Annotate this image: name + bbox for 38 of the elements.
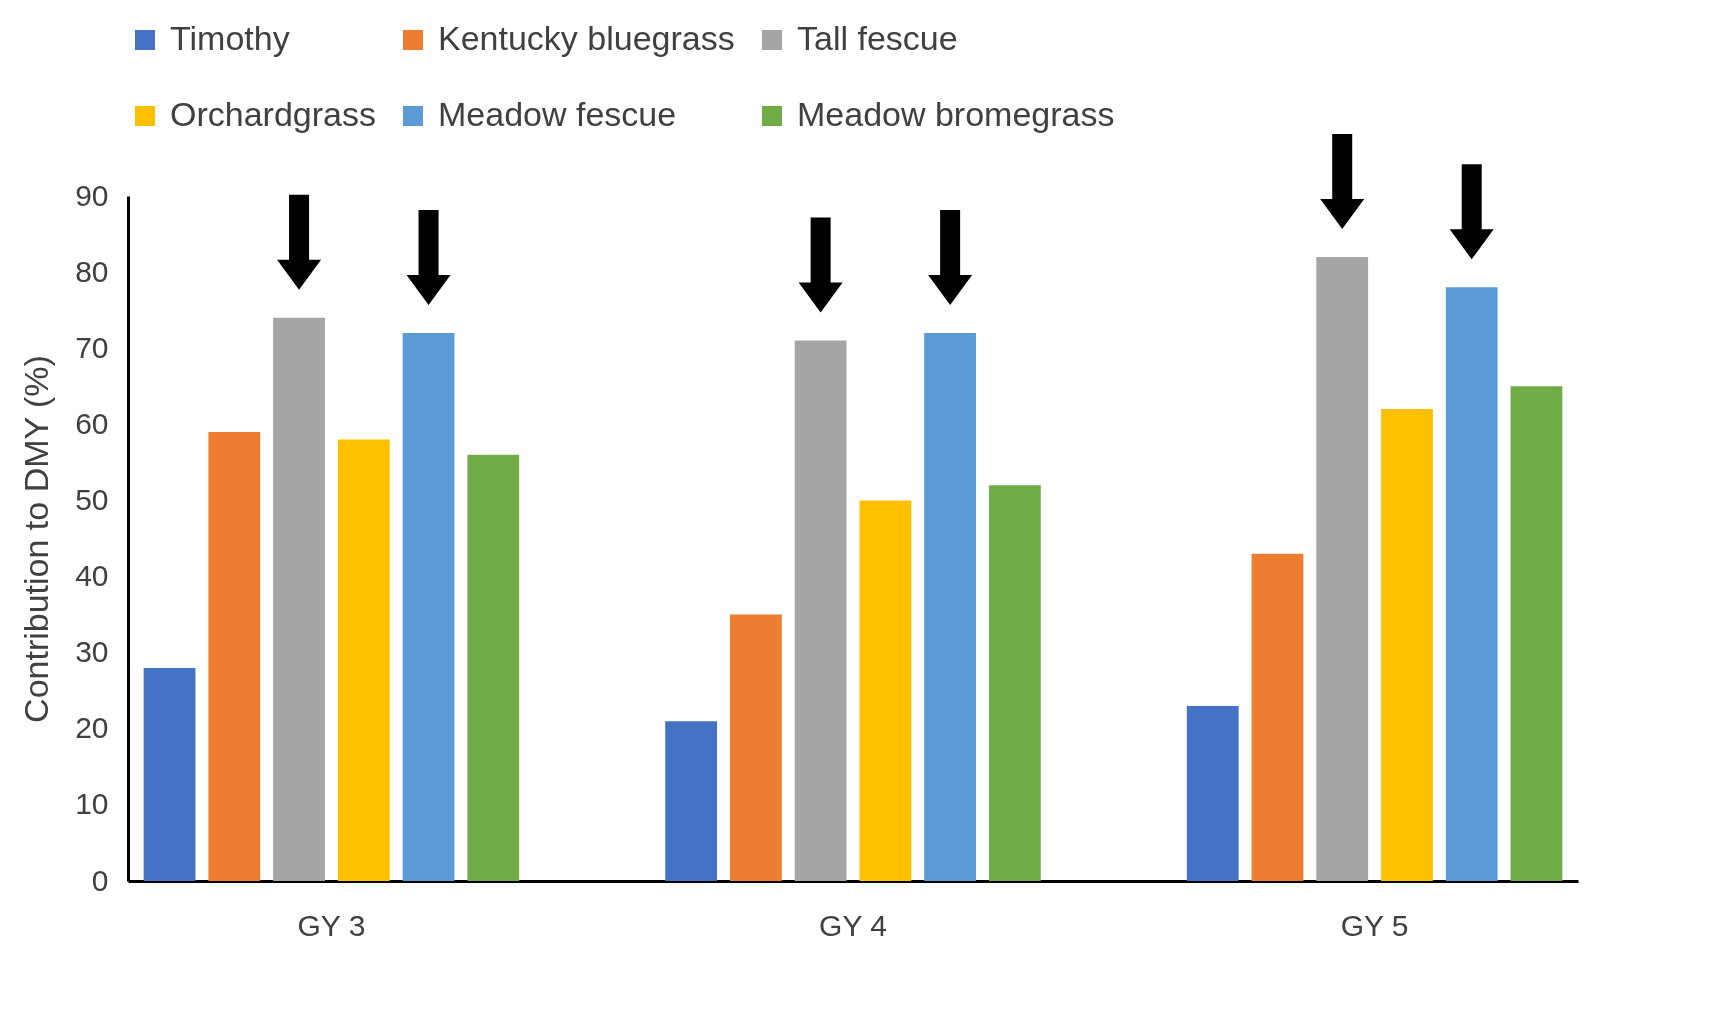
bar bbox=[1510, 386, 1563, 881]
legend-label: Tall fescue bbox=[797, 19, 958, 57]
y-tick-label: 60 bbox=[75, 406, 109, 440]
bar bbox=[143, 667, 196, 881]
x-tick-label: GY 4 bbox=[819, 908, 887, 942]
bar bbox=[337, 439, 390, 881]
bar bbox=[402, 333, 455, 881]
bar bbox=[1445, 287, 1498, 881]
bar bbox=[1381, 409, 1433, 881]
bar bbox=[924, 333, 977, 881]
y-tick-label: 80 bbox=[75, 254, 109, 288]
x-tick-label: GY 5 bbox=[1340, 908, 1409, 942]
y-tick-label: 70 bbox=[75, 330, 109, 364]
bar bbox=[1316, 256, 1369, 881]
legend-label: Timothy bbox=[170, 19, 290, 57]
bar bbox=[208, 431, 261, 881]
y-tick-label: 20 bbox=[75, 711, 109, 745]
bar bbox=[665, 721, 718, 881]
y-tick-label: 30 bbox=[75, 635, 109, 669]
legend-label: Meadow bromegrass bbox=[797, 95, 1115, 133]
bar bbox=[859, 500, 912, 881]
legend-label: Kentucky bluegrass bbox=[438, 19, 735, 57]
bar bbox=[273, 317, 325, 881]
bar bbox=[794, 340, 847, 881]
y-tick-label: 90 bbox=[75, 178, 109, 212]
y-tick-label: 40 bbox=[75, 559, 109, 593]
y-axis-title: Contribution to DMY (%) bbox=[17, 355, 56, 723]
legend-label: Orchardgrass bbox=[170, 95, 376, 133]
x-tick-label: GY 3 bbox=[297, 908, 366, 942]
bar bbox=[1251, 553, 1304, 881]
bar bbox=[467, 454, 520, 881]
bar bbox=[729, 614, 782, 881]
bar bbox=[988, 485, 1041, 881]
bar bbox=[1186, 705, 1239, 881]
y-tick-label: 0 bbox=[91, 863, 109, 897]
y-tick-label: 50 bbox=[75, 482, 109, 516]
legend-label: Meadow fescue bbox=[438, 95, 677, 133]
y-tick-label: 10 bbox=[75, 787, 109, 821]
